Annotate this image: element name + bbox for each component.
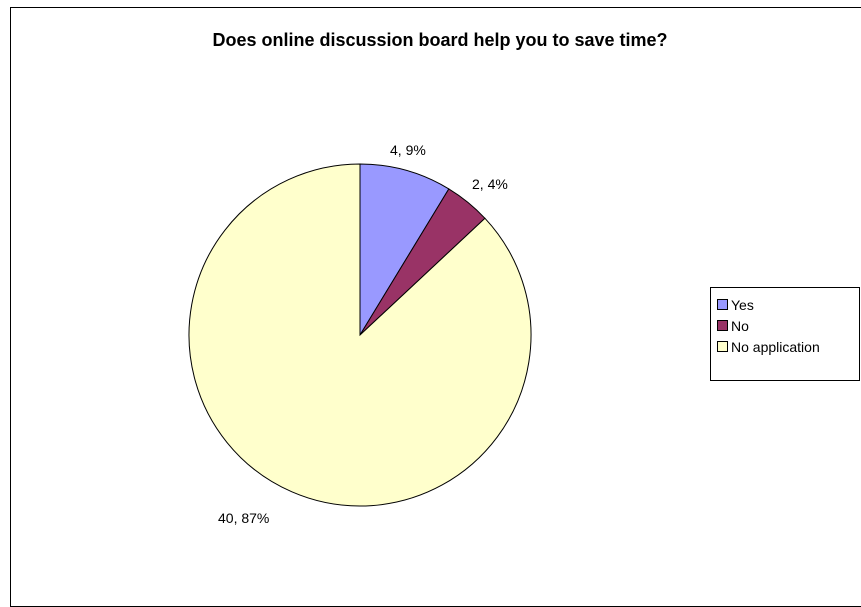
legend-swatch-no-application [717,341,728,352]
legend-swatch-no [717,320,728,331]
legend: Yes No No application [710,287,860,381]
data-label-no: 2, 4% [472,176,508,192]
pie-slice-yes [359,163,450,337]
pie-slice-no-application [188,163,532,507]
legend-swatch-yes [717,299,728,310]
legend-label-no: No [731,317,749,334]
legend-label-no-application: No application [731,338,820,355]
legend-item-no-application: No application [717,336,859,357]
data-label-yes: 4, 9% [390,142,426,158]
legend-label-yes: Yes [731,296,754,313]
legend-item-yes: Yes [717,294,859,315]
chart-title: Does online discussion board help you to… [212,30,668,50]
legend-item-no: No [717,315,859,336]
data-label-no-application: 40, 87% [218,510,269,526]
